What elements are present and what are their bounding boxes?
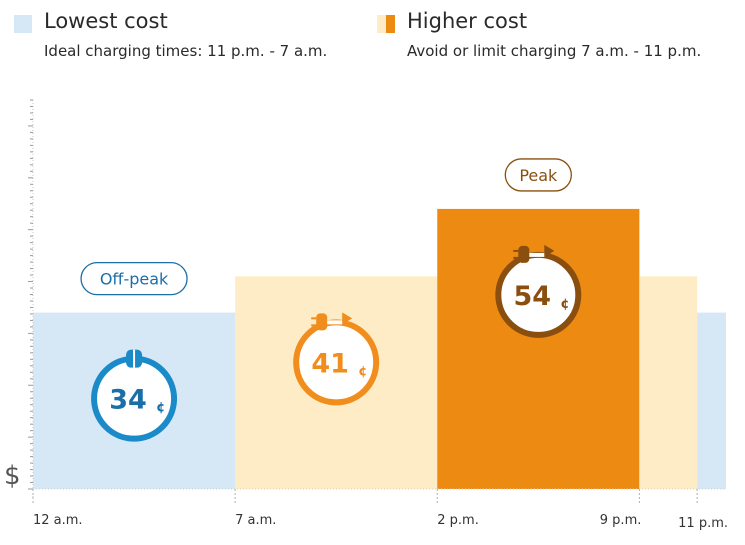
price-unit-1: ¢ bbox=[358, 364, 367, 379]
x-tick-label-1: 7 a.m. bbox=[235, 513, 276, 528]
plug-left bbox=[518, 245, 530, 263]
x-tick-label-2: 2 p.m. bbox=[437, 513, 479, 528]
x-tick-label-4: 11 p.m. bbox=[678, 516, 728, 531]
price-value-1: 41 bbox=[311, 348, 349, 379]
legend-high-subtitle: Avoid or limit charging 7 a.m. - 11 p.m. bbox=[407, 42, 702, 60]
tier-pill-0 bbox=[80, 262, 188, 296]
labels-layer: Off-peak Peak 34 ¢ 41 ¢ 54 ¢ bbox=[80, 158, 582, 442]
plug-left bbox=[316, 313, 328, 331]
legend-low-subtitle: Ideal charging times: 11 p.m. - 7 a.m. bbox=[44, 42, 328, 60]
axis-layer: 12 a.m. 7 a.m. 2 p.m. 9 p.m. 11 p.m. bbox=[28, 99, 728, 531]
price-unit-0: ¢ bbox=[156, 401, 165, 416]
plug-disconnected-icon bbox=[311, 312, 353, 331]
bar-segment-2 bbox=[437, 208, 640, 490]
plug-connected-icon bbox=[126, 349, 143, 368]
price-badge-0: 34 ¢ bbox=[91, 349, 178, 442]
bar-segment-3 bbox=[639, 276, 698, 489]
price-badge-1: 41 ¢ bbox=[293, 312, 380, 406]
x-tick-label-0: 12 a.m. bbox=[33, 513, 83, 528]
price-value-2: 54 bbox=[514, 281, 552, 312]
plug-right bbox=[544, 244, 555, 257]
price-value-0: 34 bbox=[109, 385, 147, 416]
legend-low-swatch bbox=[14, 15, 32, 33]
tier-pill-1 bbox=[504, 158, 572, 192]
legend-high-swatch bbox=[377, 15, 395, 33]
tier-label-0: Off-peak bbox=[100, 270, 169, 289]
x-tick-label-3: 9 p.m. bbox=[600, 513, 642, 528]
tier-label-1: Peak bbox=[519, 166, 558, 185]
bar-segment-4 bbox=[697, 312, 726, 489]
plug-disconnected-icon bbox=[513, 244, 555, 263]
legend-low-title: Lowest cost bbox=[44, 9, 168, 33]
bars-layer bbox=[33, 208, 726, 490]
price-unit-2: ¢ bbox=[560, 297, 569, 312]
y-axis-label: $ bbox=[4, 461, 21, 491]
legend-high-title: Higher cost bbox=[407, 9, 528, 33]
plug-right bbox=[342, 312, 353, 325]
price-badge-2: 54 ¢ bbox=[495, 244, 582, 338]
